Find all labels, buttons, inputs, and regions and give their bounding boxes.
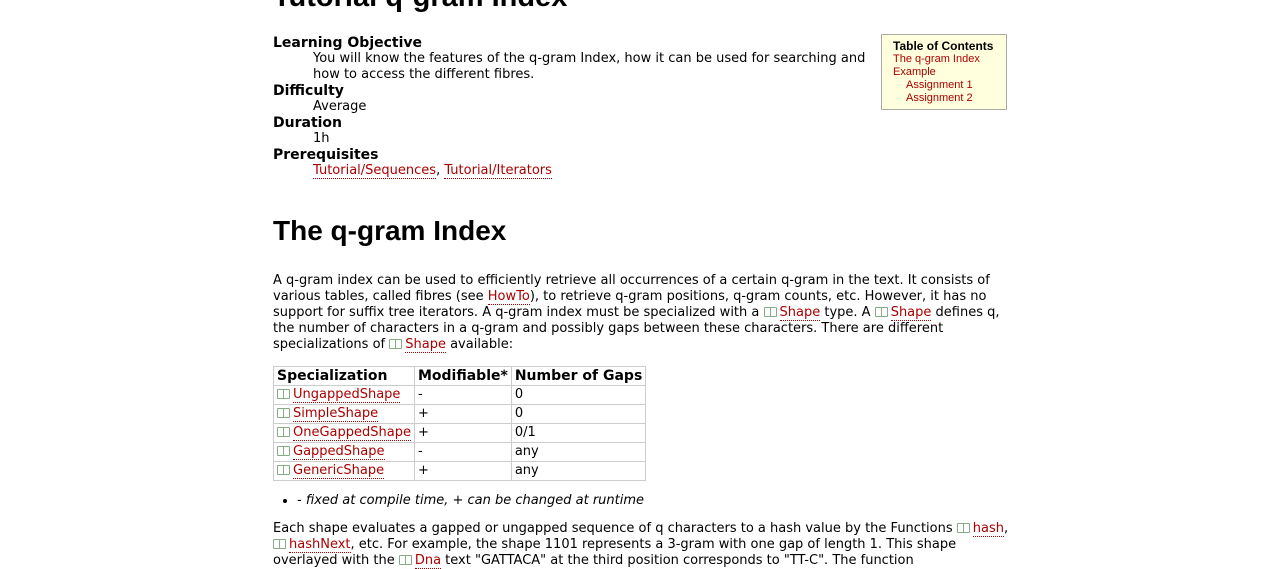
gaps-cell: 0	[510, 385, 647, 405]
specialization-cell: UngappedShape	[273, 385, 415, 405]
modifiable-cell: +	[413, 404, 512, 424]
para-text: type. A	[820, 305, 875, 320]
section-heading: The q-gram Index	[273, 215, 507, 246]
para-text: defines q, the number of characters in a…	[273, 305, 1000, 352]
para-text: A q-gram index can be used to efficientl…	[273, 273, 990, 304]
hash-link[interactable]: hash	[972, 521, 1004, 537]
specialization-cell: SimpleShape	[273, 404, 415, 424]
column-header-gaps: Number of Gaps	[510, 366, 647, 386]
toc-title: Table of Contents	[893, 39, 994, 53]
gaps-cell: 0/1	[510, 423, 647, 443]
specialization-link[interactable]: SimpleShape	[293, 406, 379, 422]
prerequisites-label: Prerequisites	[273, 147, 379, 163]
toc-item-assignment-1[interactable]: Assignment 1	[906, 79, 973, 91]
specialization-cell: GappedShape	[273, 442, 415, 462]
shape-specializations-table: Specialization Modifiable* Number of Gap…	[273, 366, 647, 481]
table-row: OneGappedShape + 0/1	[273, 423, 647, 443]
specialization-cell: OneGappedShape	[273, 423, 415, 443]
book-icon	[277, 465, 290, 475]
specialization-link[interactable]: GenericShape	[293, 463, 385, 479]
gaps-cell: 0	[510, 404, 647, 424]
specialization-link[interactable]: OneGappedShape	[293, 425, 411, 441]
table-row: UngappedShape - 0	[273, 385, 647, 405]
column-header-modifiable: Modifiable*	[413, 366, 512, 386]
table-row: GappedShape - any	[273, 442, 647, 462]
book-icon	[389, 339, 403, 349]
toc-item-assignment-2[interactable]: Assignment 2	[906, 92, 973, 104]
book-icon	[398, 555, 412, 565]
book-icon	[277, 389, 290, 399]
shape-link[interactable]: Shape	[890, 305, 932, 321]
table-row: GenericShape + any	[273, 461, 647, 481]
learning-objective-label: Learning Objective	[273, 35, 423, 51]
hash-paragraph: Each shape evaluates a gapped or ungappe…	[273, 521, 1009, 569]
howto-link[interactable]: HowTo	[487, 289, 530, 305]
prerequisites-list: Tutorial/Sequences, Tutorial/Iterators	[313, 163, 873, 179]
toc-item-example[interactable]: Example	[893, 66, 936, 78]
page-title: Tutorial q-gram Index	[273, 0, 1009, 14]
main-content: Tutorial q-gram Index Learning Objective…	[273, 0, 1009, 569]
gaps-cell: any	[510, 461, 647, 481]
book-icon	[956, 523, 970, 533]
book-icon	[874, 307, 888, 317]
intro-paragraph: A q-gram index can be used to efficientl…	[273, 273, 1009, 353]
duration-label: Duration	[273, 115, 343, 131]
gaps-cell: any	[510, 442, 647, 462]
modifiable-cell: +	[413, 423, 512, 443]
modifiable-cell: -	[413, 385, 512, 405]
dna-link[interactable]: Dna	[414, 553, 442, 569]
duration-value: 1h	[313, 131, 330, 146]
learning-objective-text: You will know the features of the q-gram…	[313, 51, 866, 82]
prerequisite-link-iterators[interactable]: Tutorial/Iterators	[444, 163, 552, 179]
tutorial-meta: Learning Objective You will know the fea…	[273, 35, 873, 179]
prerequisite-link-sequences[interactable]: Tutorial/Sequences	[313, 163, 437, 179]
specialization-link[interactable]: UngappedShape	[293, 387, 401, 403]
book-icon	[277, 427, 290, 437]
para-text: text "GATTACA" at the third position cor…	[441, 553, 914, 568]
table-header-row: Specialization Modifiable* Number of Gap…	[273, 366, 647, 386]
para-text: Each shape evaluates a gapped or ungappe…	[273, 521, 957, 536]
difficulty-value: Average	[313, 99, 367, 114]
modifiable-cell: -	[413, 442, 512, 462]
difficulty-label: Difficulty	[273, 83, 344, 99]
para-text: ,	[1003, 521, 1009, 536]
footnote-list: - fixed at compile time, + can be change…	[273, 493, 1009, 509]
para-text: ), to retrieve q-gram positions, q-gram …	[273, 289, 987, 320]
para-text: available:	[445, 337, 514, 352]
footnote-item: - fixed at compile time, + can be change…	[297, 493, 1009, 509]
shape-link[interactable]: Shape	[779, 305, 821, 321]
book-icon	[763, 307, 777, 317]
toc-item-qgram-index[interactable]: The q-gram Index	[893, 53, 980, 65]
column-header-specialization: Specialization	[273, 366, 415, 386]
table-of-contents: Table of Contents The q-gram Index Examp…	[881, 34, 1007, 110]
prerequisite-separator: ,	[436, 163, 445, 178]
shape-link[interactable]: Shape	[405, 337, 446, 353]
specialization-cell: GenericShape	[273, 461, 415, 481]
book-icon	[273, 539, 286, 549]
table-row: SimpleShape + 0	[273, 404, 647, 424]
book-icon	[277, 446, 290, 456]
hashnext-link[interactable]: hashNext	[289, 537, 351, 553]
specialization-link[interactable]: GappedShape	[293, 444, 385, 460]
para-text: , etc. For example, the shape 1101 repre…	[273, 537, 957, 568]
modifiable-cell: +	[413, 461, 512, 481]
book-icon	[277, 408, 290, 418]
